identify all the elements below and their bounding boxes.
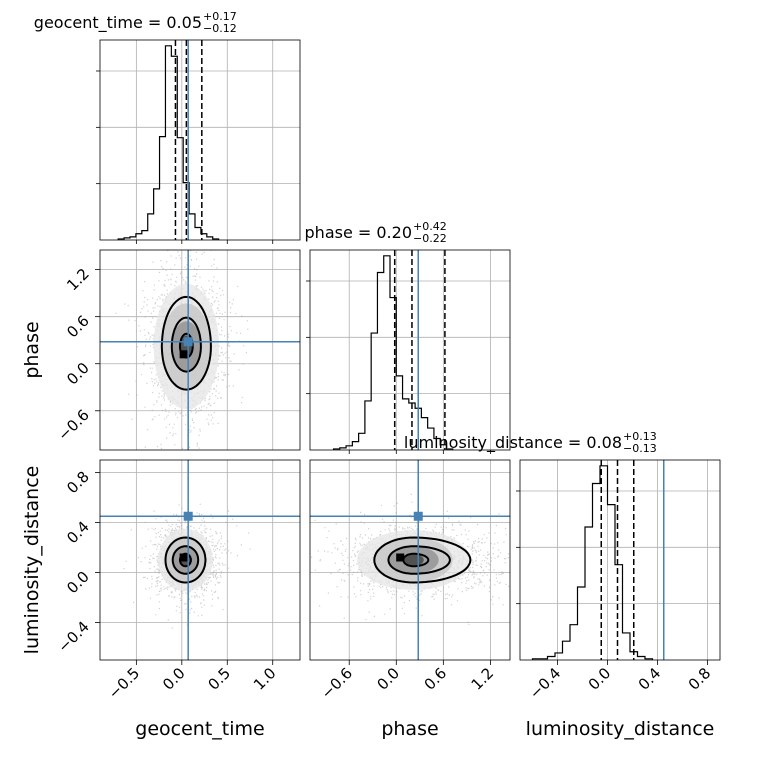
title-plus-error: +0.42 bbox=[413, 220, 447, 233]
contour-2 bbox=[387, 545, 451, 575]
histogram-phase bbox=[332, 255, 454, 450]
panel-frame bbox=[519, 459, 721, 661]
xtick-label: −0.6 bbox=[318, 664, 356, 702]
panel-title: luminosity_distance = 0.08 +0.13−0.13 bbox=[404, 430, 657, 455]
truth-marker bbox=[183, 511, 193, 521]
ytick-label: −0.4 bbox=[54, 618, 92, 656]
contour-3 bbox=[160, 295, 212, 391]
hist-panel-phase: phase = 0.20 +0.42−0.22 bbox=[305, 220, 511, 451]
x-axis-label: luminosity_distance bbox=[526, 718, 715, 740]
title-minus-error: −0.13 bbox=[623, 442, 657, 455]
mode-marker bbox=[179, 553, 188, 562]
panel-frame bbox=[309, 459, 511, 661]
truth-marker bbox=[183, 337, 193, 347]
truth-marker bbox=[413, 511, 423, 521]
histogram-geocent_time bbox=[117, 45, 220, 240]
panel-body bbox=[310, 460, 510, 660]
ytick-label: 0.0 bbox=[63, 359, 93, 389]
x-axis-label: geocent_time bbox=[135, 718, 264, 740]
title-minus-error: −0.22 bbox=[413, 232, 447, 245]
y-axis-phase: −0.6 0.0 0.6 1.2 phase bbox=[21, 265, 100, 444]
panel-frame bbox=[99, 39, 301, 241]
xtick-label: 0.5 bbox=[205, 664, 235, 694]
ytick-label: −0.6 bbox=[54, 406, 92, 444]
contour-3 bbox=[164, 536, 207, 584]
xtick-label: 1.2 bbox=[468, 664, 498, 694]
mode-marker bbox=[179, 350, 188, 359]
ytick-label: 0.8 bbox=[63, 468, 93, 498]
title-plus-error: +0.13 bbox=[623, 430, 657, 443]
xtick-label: −0.4 bbox=[526, 664, 564, 702]
mode-marker bbox=[396, 553, 405, 562]
contour-1 bbox=[179, 332, 194, 359]
xtick-label: 0.0 bbox=[585, 664, 615, 694]
y-axis-luminosity_distance: −0.4 0.0 0.4 0.8 luminosity_distance bbox=[21, 466, 100, 656]
title-plus-error: +0.17 bbox=[203, 10, 237, 23]
x-axis-label: phase bbox=[381, 718, 438, 740]
contour-3 bbox=[373, 536, 472, 584]
x-axis-phase: −0.6 0.0 0.6 1.2 phase bbox=[318, 660, 498, 740]
xtick-label: 1.0 bbox=[250, 664, 280, 694]
ytick-label: 0.6 bbox=[63, 312, 93, 342]
ytick-label: 0.4 bbox=[63, 518, 93, 548]
scatter-panel-phase-luminosity_distance bbox=[309, 459, 511, 661]
xtick-label: −0.5 bbox=[105, 664, 143, 702]
scatter-panel-geocent_time-phase bbox=[99, 249, 301, 451]
panel-title: geocent_time = 0.05 +0.17−0.12 bbox=[34, 10, 237, 35]
title-main: geocent_time = 0.05 bbox=[34, 13, 202, 33]
panel-frame bbox=[99, 249, 301, 451]
y-axis-label: luminosity_distance bbox=[21, 466, 43, 655]
contour-2 bbox=[171, 545, 200, 575]
scatter-panel-geocent_time-luminosity_distance bbox=[99, 459, 301, 661]
y-axis-label: phase bbox=[21, 321, 43, 378]
panel-frame bbox=[99, 459, 301, 661]
ytick-label: 1.2 bbox=[63, 265, 93, 295]
xtick-label: 0.8 bbox=[685, 664, 715, 694]
title-main: luminosity_distance = 0.08 bbox=[404, 433, 622, 453]
panel-title: phase = 0.20 +0.42−0.22 bbox=[305, 220, 447, 245]
title-main: phase = 0.20 bbox=[305, 223, 412, 242]
hist-panel-geocent_time: geocent_time = 0.05 +0.17−0.12 bbox=[34, 10, 301, 241]
panel-frame bbox=[309, 249, 511, 451]
xtick-label: 0.0 bbox=[159, 664, 189, 694]
x-axis-luminosity_distance: −0.4 0.0 0.4 0.8 luminosity_distance bbox=[526, 660, 715, 740]
contour-2 bbox=[170, 316, 202, 373]
hist-panel-luminosity_distance: luminosity_distance = 0.08 +0.13−0.13 bbox=[404, 430, 721, 661]
xtick-label: 0.6 bbox=[421, 664, 451, 694]
panel-body bbox=[100, 250, 300, 450]
histogram-luminosity_distance bbox=[531, 465, 654, 660]
title-minus-error: −0.12 bbox=[203, 22, 237, 35]
ytick-label: 0.0 bbox=[63, 568, 93, 598]
panel-body bbox=[100, 460, 300, 660]
xtick-label: 0.0 bbox=[374, 664, 404, 694]
x-axis-geocent_time: −0.5 0.0 0.5 1.0 geocent_time bbox=[105, 660, 280, 740]
xtick-label: 0.4 bbox=[635, 664, 665, 694]
